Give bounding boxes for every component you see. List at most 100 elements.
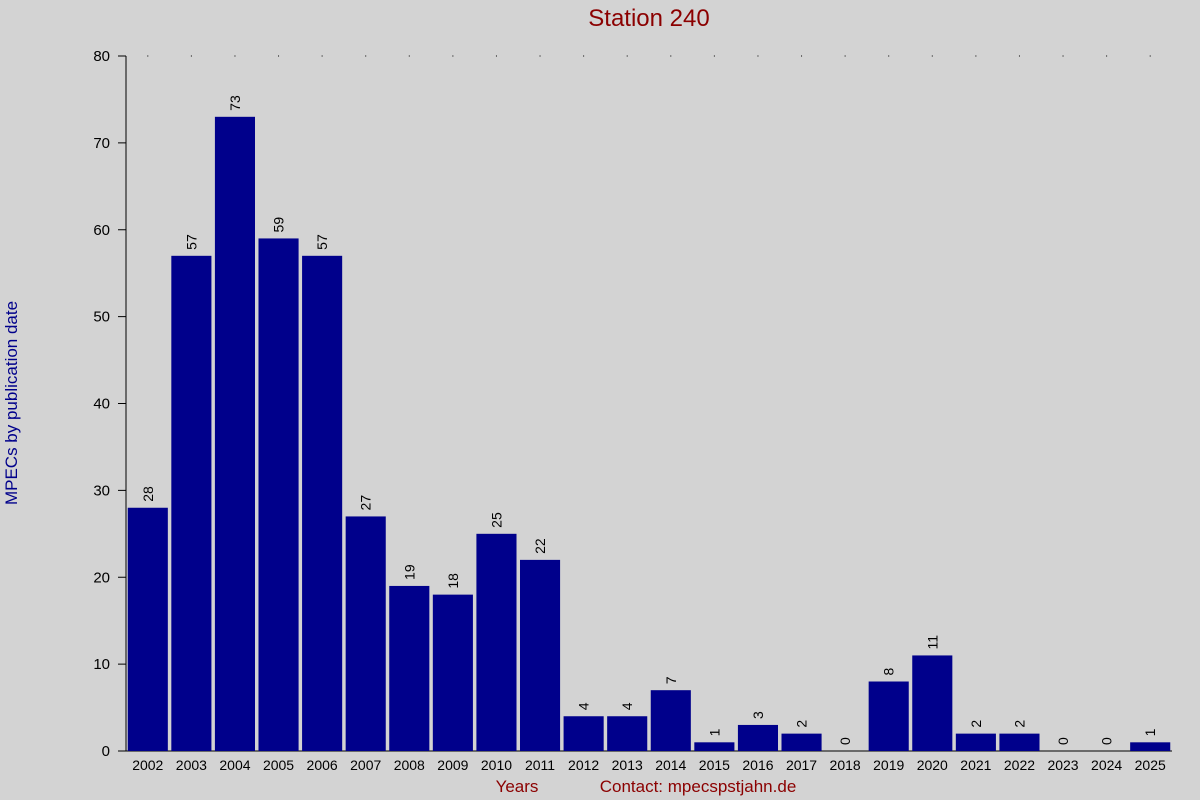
bar <box>345 516 386 751</box>
x-tick-label: 2022 <box>1004 757 1035 773</box>
value-label: 2 <box>968 720 984 728</box>
bar <box>389 585 430 751</box>
y-tick-label: 60 <box>93 222 110 239</box>
bar <box>519 559 561 751</box>
x-tick-label: 2018 <box>830 757 861 773</box>
top-dot <box>801 55 803 57</box>
top-dot <box>931 55 933 57</box>
value-label: 19 <box>401 564 417 580</box>
x-tick-label: 2023 <box>1047 757 1078 773</box>
top-dot <box>408 55 410 57</box>
bar <box>214 116 256 751</box>
value-label: 4 <box>576 702 592 710</box>
bar <box>258 238 299 751</box>
value-label: 11 <box>924 635 940 650</box>
top-dot <box>757 55 759 57</box>
x-tick-label: 2020 <box>917 757 948 773</box>
x-tick-label: 2021 <box>960 757 991 773</box>
value-label: 57 <box>314 234 330 250</box>
value-label: 59 <box>271 217 287 233</box>
top-dot <box>670 55 672 57</box>
bar <box>127 507 168 751</box>
x-tick-label: 2012 <box>568 757 599 773</box>
top-dot <box>713 55 715 57</box>
x-tick-label: 2014 <box>655 757 686 773</box>
top-dot <box>365 55 367 57</box>
value-label: 4 <box>619 702 635 710</box>
y-tick-label: 20 <box>93 569 110 586</box>
bar <box>694 742 735 751</box>
top-dot <box>452 55 454 57</box>
value-label: 0 <box>1055 737 1071 745</box>
top-dot <box>539 55 541 57</box>
y-tick-label: 40 <box>93 396 110 413</box>
x-tick-label: 2005 <box>263 757 294 773</box>
value-label: 0 <box>1099 737 1115 745</box>
value-label: 25 <box>488 512 504 528</box>
top-dot <box>278 55 280 57</box>
contact: Contact: mpecspstjahn.de <box>600 777 797 796</box>
x-tick-label: 2016 <box>742 757 773 773</box>
top-dot <box>495 55 497 57</box>
value-label: 1 <box>706 728 722 736</box>
value-label: 2 <box>1011 720 1027 728</box>
x-tick-label: 2025 <box>1135 757 1166 773</box>
value-label: 57 <box>183 234 199 250</box>
bar <box>737 724 779 751</box>
top-dot <box>1149 55 1151 57</box>
y-tick-label: 30 <box>93 482 110 499</box>
bar <box>955 733 996 751</box>
bar <box>781 733 822 751</box>
x-tick-label: 2007 <box>350 757 381 773</box>
top-dot <box>234 55 236 57</box>
x-tick-label: 2015 <box>699 757 730 773</box>
top-dot <box>626 55 628 57</box>
x-tick-label: 2003 <box>176 757 207 773</box>
bar <box>432 594 473 751</box>
top-dot <box>321 55 323 57</box>
value-label: 18 <box>445 573 461 589</box>
chart-title: Station 240 <box>588 5 709 32</box>
value-label: 27 <box>358 495 374 511</box>
y-tick-label: 50 <box>93 309 110 326</box>
bar <box>650 690 691 751</box>
y-tick-label: 0 <box>102 743 110 760</box>
bar <box>999 733 1040 751</box>
top-dot <box>190 55 192 57</box>
value-label: 1 <box>1142 728 1158 736</box>
x-tick-label: 2010 <box>481 757 512 773</box>
bar <box>912 655 953 751</box>
bar <box>868 681 909 751</box>
x-tick-label: 2013 <box>612 757 643 773</box>
value-label: 73 <box>227 95 243 111</box>
bar <box>302 255 343 751</box>
top-dot <box>1018 55 1020 57</box>
value-label: 2 <box>794 720 810 728</box>
x-tick-label: 2009 <box>437 757 468 773</box>
value-label: 0 <box>837 737 853 745</box>
bar <box>607 716 648 751</box>
y-tick-label: 10 <box>93 656 110 673</box>
bar <box>1130 742 1171 751</box>
x-tick-label: 2008 <box>394 757 425 773</box>
top-dot <box>1106 55 1108 57</box>
value-label: 7 <box>663 676 679 684</box>
x-tick-label: 2019 <box>873 757 904 773</box>
y-tick-label: 80 <box>93 48 110 65</box>
x-tick-label: 2017 <box>786 757 817 773</box>
x-tick-label: 2002 <box>132 757 163 773</box>
bar <box>171 255 212 751</box>
top-dot <box>975 55 977 57</box>
x-axis-label: Years <box>496 777 539 796</box>
x-tick-label: 2024 <box>1091 757 1122 773</box>
top-dot <box>888 55 890 57</box>
top-dot <box>583 55 585 57</box>
y-tick-label: 70 <box>93 135 110 152</box>
x-tick-label: 2011 <box>525 757 555 773</box>
value-label: 3 <box>750 711 766 719</box>
top-dot <box>844 55 846 57</box>
x-tick-label: 2006 <box>307 757 338 773</box>
value-label: 28 <box>140 486 156 502</box>
x-tick-label: 2004 <box>219 757 250 773</box>
